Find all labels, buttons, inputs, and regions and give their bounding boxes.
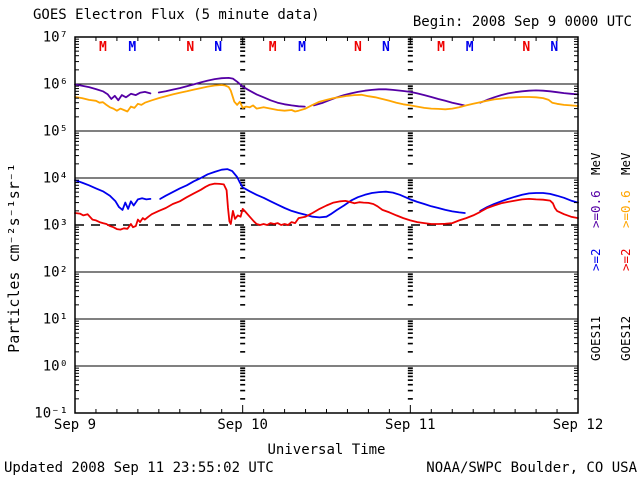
gridlines <box>75 83 578 367</box>
svg-text:M: M <box>128 40 136 55</box>
begin-timestamp: Begin: 2008 Sep 9 0000 UTC <box>412 14 632 30</box>
svg-text:Sep 12: Sep 12 <box>553 417 604 433</box>
svg-text:M: M <box>466 40 474 55</box>
svg-text:10³: 10³ <box>43 218 68 234</box>
svg-text:10²: 10² <box>43 265 68 281</box>
svg-text:10⁴: 10⁴ <box>43 171 68 187</box>
legend-label-goes12: >=0.6 <box>618 190 633 228</box>
svg-text:N: N <box>214 40 222 55</box>
svg-text:M: M <box>269 40 277 55</box>
y-tick-labels: 10⁷ 10⁶ 10⁵ 10⁴ 10³ 10² 10¹ 10⁰ 10⁻¹ <box>34 30 68 422</box>
x-axis-label: Universal Time <box>267 442 386 458</box>
svg-text:N: N <box>550 40 558 55</box>
svg-text:N: N <box>186 40 194 55</box>
svg-text:M: M <box>298 40 306 55</box>
svg-text:Sep 11: Sep 11 <box>385 417 436 433</box>
legend-label-goes11: >=2 <box>588 248 603 271</box>
svg-text:Sep 9: Sep 9 <box>54 417 96 433</box>
svg-text:10⁻¹: 10⁻¹ <box>34 406 68 422</box>
credit-label: NOAA/SWPC Boulder, CO USA <box>426 460 637 476</box>
updated-timestamp: Updated 2008 Sep 11 23:55:02 UTC <box>4 460 274 476</box>
day-boundary-lines <box>240 38 413 400</box>
svg-text:10⁷: 10⁷ <box>43 30 68 46</box>
legend-label-goes12: >=2 <box>618 248 633 271</box>
satellite-legend: MeV >=0.6 >=2 GOES11 MeV >=0.6 >=2 GOES12 <box>588 152 633 361</box>
legend-label-goes12: GOES12 <box>618 316 633 361</box>
svg-text:Sep 10: Sep 10 <box>217 417 268 433</box>
chart-title: GOES Electron Flux (5 minute data) <box>33 7 320 23</box>
series-goes12-ge2mev <box>74 182 579 231</box>
svg-text:10⁵: 10⁵ <box>43 124 68 140</box>
legend-label-goes11: GOES11 <box>588 316 603 361</box>
legend-label-goes12: MeV <box>618 152 633 175</box>
svg-text:10¹: 10¹ <box>43 312 68 328</box>
svg-text:10⁰: 10⁰ <box>43 359 68 375</box>
y-axis-label: Particles cm⁻²s⁻¹sr⁻¹ <box>5 163 23 353</box>
svg-text:M: M <box>437 40 445 55</box>
svg-text:M: M <box>99 40 107 55</box>
svg-text:10⁶: 10⁶ <box>43 77 68 93</box>
svg-text:N: N <box>354 40 362 55</box>
svg-text:N: N <box>522 40 530 55</box>
x-tick-labels: Sep 9 Sep 10 Sep 11 Sep 12 <box>54 417 603 433</box>
legend-label-goes11: >=0.6 <box>588 190 603 228</box>
legend-label-goes11: MeV <box>588 152 603 175</box>
svg-text:N: N <box>382 40 390 55</box>
axis-ticks <box>74 37 579 413</box>
series-goes12-ge06mev <box>74 84 579 113</box>
series-goes11-ge2mev <box>74 168 579 219</box>
series-goes11-ge06mev <box>74 77 579 108</box>
